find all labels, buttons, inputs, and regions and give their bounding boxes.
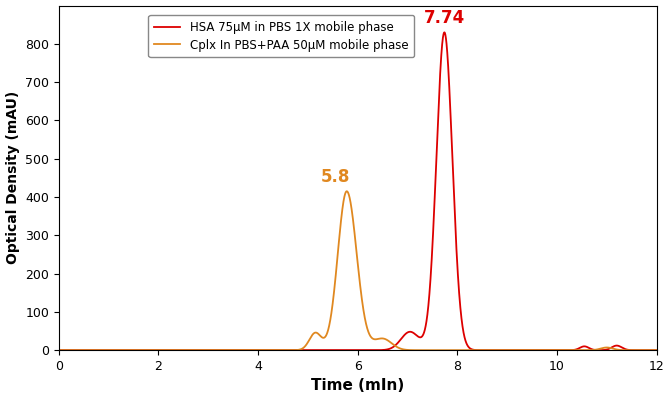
Cplx In PBS+PAA 50μM mobile phase [271, 348, 279, 353]
HSA 75μM in PBS 1X mobile phase [530, 348, 538, 353]
Text: 7.74: 7.74 [423, 10, 465, 28]
Text: 5.8: 5.8 [321, 168, 350, 186]
Cplx In PBS+PAA 50μM mobile phase [409, 348, 417, 353]
HSA 75μM in PBS 1X mobile phase [440, 30, 448, 35]
Cplx In PBS+PAA 50μM mobile phase [55, 348, 63, 353]
HSA 75μM in PBS 1X mobile phase [55, 348, 63, 353]
HSA 75μM in PBS 1X mobile phase [653, 348, 661, 353]
HSA 75μM in PBS 1X mobile phase [498, 348, 506, 353]
Cplx In PBS+PAA 50μM mobile phase [530, 348, 538, 353]
Y-axis label: Optical Density (mAU): Optical Density (mAU) [5, 91, 19, 265]
HSA 75μM in PBS 1X mobile phase [271, 348, 279, 353]
HSA 75μM in PBS 1X mobile phase [85, 348, 93, 353]
Cplx In PBS+PAA 50μM mobile phase [85, 348, 93, 353]
Cplx In PBS+PAA 50μM mobile phase [498, 348, 506, 353]
Line: Cplx In PBS+PAA 50μM mobile phase: Cplx In PBS+PAA 50μM mobile phase [59, 191, 657, 350]
X-axis label: Time (mIn): Time (mIn) [311, 378, 404, 393]
HSA 75μM in PBS 1X mobile phase [435, 103, 443, 108]
Cplx In PBS+PAA 50μM mobile phase [435, 348, 443, 353]
Line: HSA 75μM in PBS 1X mobile phase: HSA 75μM in PBS 1X mobile phase [59, 32, 657, 350]
HSA 75μM in PBS 1X mobile phase [409, 330, 417, 335]
Cplx In PBS+PAA 50μM mobile phase [653, 348, 661, 353]
Legend: HSA 75μM in PBS 1X mobile phase, Cplx In PBS+PAA 50μM mobile phase: HSA 75μM in PBS 1X mobile phase, Cplx In… [149, 15, 414, 57]
Cplx In PBS+PAA 50μM mobile phase [343, 189, 351, 194]
